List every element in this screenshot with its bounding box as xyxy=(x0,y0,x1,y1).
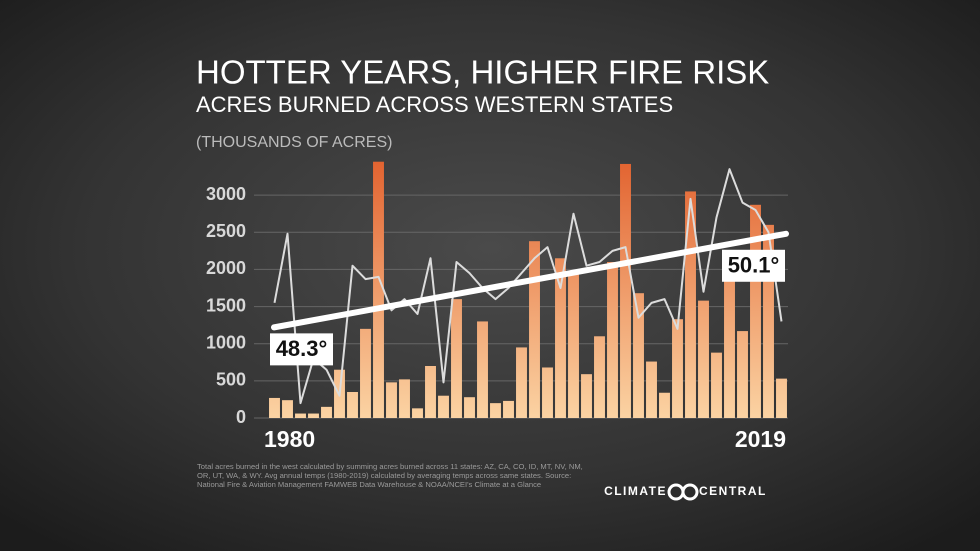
y-tick-label: 500 xyxy=(216,370,246,390)
y-tick-label: 3000 xyxy=(206,184,246,204)
temperature-line xyxy=(273,168,783,405)
bar xyxy=(724,273,735,418)
bar xyxy=(503,400,514,418)
bar xyxy=(347,392,358,418)
bar xyxy=(581,374,592,418)
bar xyxy=(594,336,605,418)
logo-mark xyxy=(667,483,699,501)
bar xyxy=(464,397,475,418)
bar xyxy=(646,361,657,418)
trend-line xyxy=(271,230,789,331)
bar xyxy=(321,406,332,418)
y-tick-label: 0 xyxy=(236,407,246,427)
bar xyxy=(386,382,397,418)
bar xyxy=(776,378,787,418)
bar xyxy=(516,347,527,418)
bar xyxy=(607,262,618,418)
y-axis-label: (THOUSANDS OF ACRES) xyxy=(196,134,392,151)
bar xyxy=(451,299,462,418)
bar xyxy=(477,321,488,418)
bar xyxy=(373,161,384,418)
bar xyxy=(308,413,319,418)
y-tick-label: 2500 xyxy=(206,221,246,241)
bar xyxy=(542,367,553,418)
bar xyxy=(555,258,566,418)
annotation: 50.1° xyxy=(728,253,780,278)
bar xyxy=(568,273,579,418)
logo-text: CLIMATE xyxy=(604,484,667,498)
bar xyxy=(282,400,293,418)
y-tick-label: 2000 xyxy=(206,258,246,278)
x-tick-label: 1980 xyxy=(264,426,315,452)
chart-subtitle: ACRES BURNED ACROSS WESTERN STATES xyxy=(196,92,673,117)
bar xyxy=(360,328,371,418)
footnote: Total acres burned in the west calculate… xyxy=(197,462,583,489)
bar xyxy=(633,293,644,418)
y-tick-label: 1000 xyxy=(206,332,246,352)
chart-title: HOTTER YEARS, HIGHER FIRE RISK xyxy=(196,54,769,91)
bar xyxy=(750,204,761,418)
bar xyxy=(737,331,748,418)
bar xyxy=(711,352,722,418)
bar xyxy=(399,379,410,418)
annotation-box xyxy=(270,333,333,366)
bar xyxy=(269,397,280,418)
bar xyxy=(412,408,423,418)
bar xyxy=(490,403,501,418)
bar xyxy=(438,395,449,418)
bar xyxy=(425,366,436,418)
logo-text: CENTRAL xyxy=(699,484,767,498)
bar xyxy=(620,163,631,418)
bar xyxy=(698,300,709,418)
bar xyxy=(295,413,306,418)
bar xyxy=(763,224,774,418)
bar xyxy=(529,241,540,418)
annotation-box xyxy=(722,249,785,282)
x-tick-label: 2019 xyxy=(735,426,786,452)
bar xyxy=(685,191,696,418)
annotation: 48.3° xyxy=(276,336,328,361)
bar xyxy=(672,319,683,418)
y-tick-label: 1500 xyxy=(206,295,246,315)
bar xyxy=(659,392,670,418)
